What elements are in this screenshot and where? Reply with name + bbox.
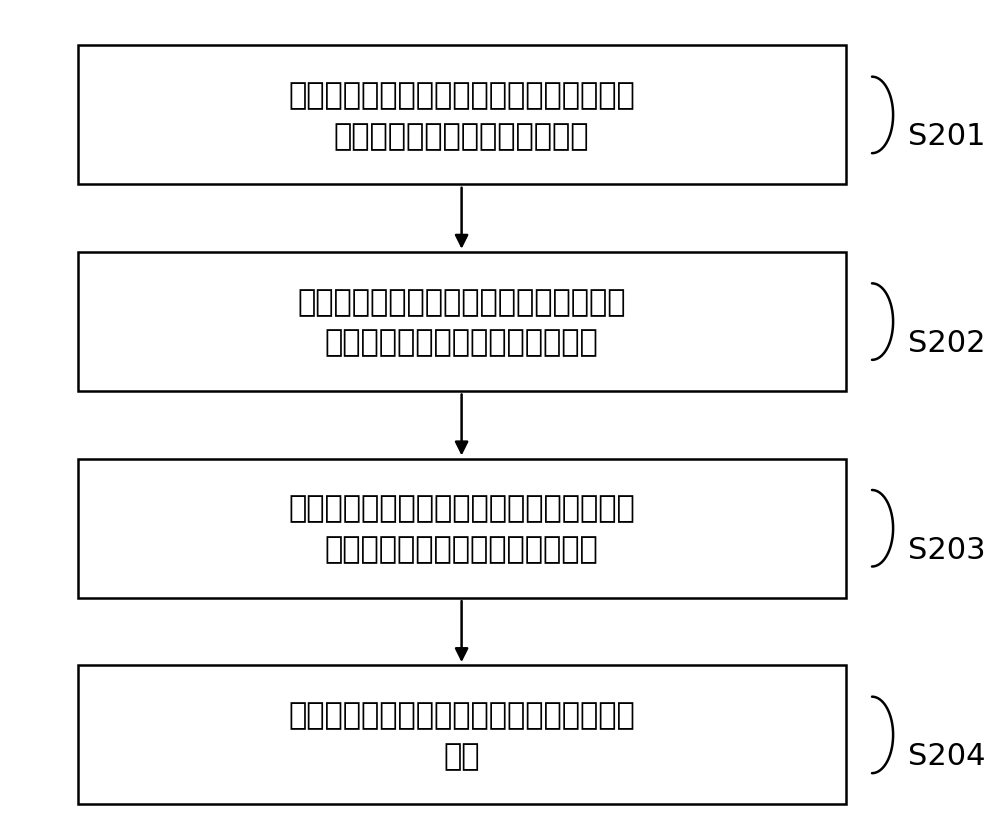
- FancyBboxPatch shape: [78, 459, 846, 598]
- Text: S202: S202: [908, 328, 986, 357]
- Text: 根据光行时和目标控制指令的计划执行时
间，确定目标上行载波的发送时间: 根据光行时和目标控制指令的计划执行时 间，确定目标上行载波的发送时间: [297, 288, 626, 357]
- Text: S203: S203: [908, 535, 986, 564]
- FancyBboxPatch shape: [78, 253, 846, 392]
- Text: 当检测到飞行控制事件发生时，确定目标航
天器和目标测控站之间的光行时: 当检测到飞行控制事件发生时，确定目标航 天器和目标测控站之间的光行时: [288, 81, 635, 151]
- Text: 依据目标控制指令，对目标航天器进行飞行
控制: 依据目标控制指令，对目标航天器进行飞行 控制: [288, 700, 635, 770]
- Text: S204: S204: [908, 741, 986, 771]
- FancyBboxPatch shape: [78, 46, 846, 185]
- Text: 根据目标上行载波的发送时间和预设时长，
将目标控制指令发送至目标航天器: 根据目标上行载波的发送时间和预设时长， 将目标控制指令发送至目标航天器: [288, 494, 635, 563]
- Text: S201: S201: [908, 122, 986, 151]
- FancyBboxPatch shape: [78, 666, 846, 805]
